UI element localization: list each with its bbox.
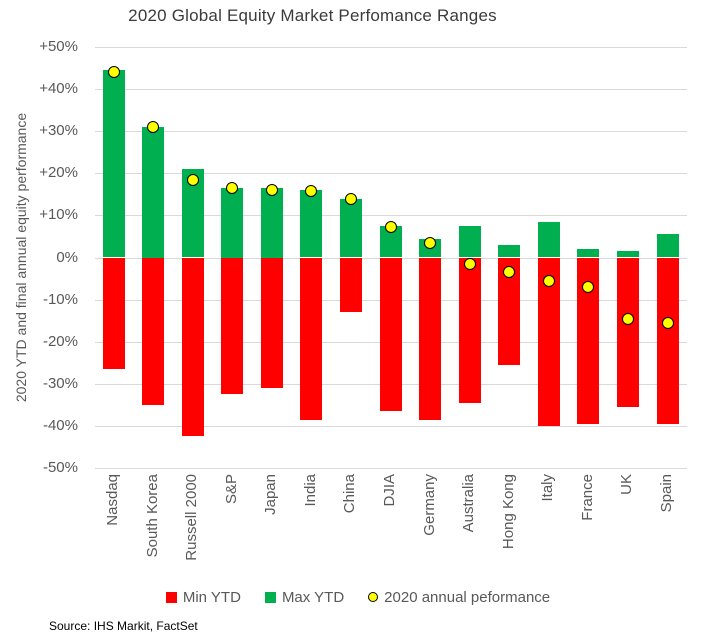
- annual-performance-dot: [186, 173, 199, 186]
- bar-max-ytd: [379, 225, 402, 258]
- bar-max-ytd: [221, 188, 244, 258]
- bar-max-ytd: [142, 127, 165, 258]
- gridline: [95, 468, 687, 469]
- x-category-label: Nasdaq: [104, 474, 121, 526]
- gridline: [95, 131, 687, 133]
- annual-performance-dot: [226, 182, 239, 194]
- x-category-label: Germany: [420, 474, 438, 536]
- gridline: [95, 89, 687, 91]
- bar-max-ytd: [260, 188, 283, 258]
- bar-max-ytd: [181, 169, 204, 258]
- legend-label-min-ytd: Min YTD: [182, 588, 241, 606]
- y-tick-label: 0%: [56, 248, 78, 266]
- annual-performance-dot: [542, 274, 555, 287]
- bar-min-ytd: [616, 257, 639, 407]
- bar-min-ytd: [458, 257, 481, 403]
- bar-max-ytd: [300, 190, 323, 258]
- legend-item-annual: 2020 annual peformance: [368, 589, 550, 606]
- gridline: [95, 173, 687, 175]
- y-tick-label: -10%: [42, 290, 78, 308]
- annual-performance-dot: [582, 281, 595, 293]
- y-tick-label: +30%: [39, 122, 78, 140]
- bar-min-ytd: [142, 257, 165, 405]
- legend-label-max-ytd: Max YTD: [281, 588, 345, 606]
- x-category-label: South Korea: [143, 474, 161, 558]
- x-category-label: Russell 2000: [183, 474, 201, 561]
- x-category-label: Australia: [460, 474, 478, 533]
- bar-max-ytd: [458, 225, 481, 258]
- annual-performance-dot: [503, 266, 516, 279]
- y-tick-label: -40%: [42, 416, 78, 434]
- bar-max-ytd: [616, 251, 639, 258]
- legend: Min YTD Max YTD 2020 annual peformance: [30, 585, 686, 609]
- bar-min-ytd: [102, 257, 125, 370]
- bar-min-ytd: [656, 257, 679, 424]
- bar-min-ytd: [300, 257, 323, 420]
- legend-label-annual: 2020 annual peformance: [384, 588, 551, 606]
- bar-min-ytd: [379, 257, 402, 412]
- x-category-label: S&P: [222, 474, 240, 505]
- y-tick-label: -20%: [42, 332, 78, 350]
- x-category-label: China: [341, 474, 359, 514]
- bar-max-ytd: [339, 198, 362, 258]
- bar-max-ytd: [102, 70, 125, 258]
- x-category-label: Spain: [658, 474, 675, 513]
- y-tick-label: -30%: [42, 374, 78, 392]
- bar-max-ytd: [498, 244, 521, 258]
- bar-min-ytd: [221, 257, 244, 395]
- y-tick-label: +50%: [39, 38, 78, 55]
- annual-performance-dot: [424, 236, 437, 249]
- bar-min-ytd: [577, 257, 600, 424]
- y-tick-label: +40%: [39, 80, 78, 98]
- x-category-label: Japan: [262, 474, 280, 515]
- x-category-label: France: [578, 474, 596, 521]
- max-ytd-swatch-icon: [264, 591, 276, 603]
- x-category-label: India: [301, 474, 319, 507]
- annual-performance-dot: [107, 66, 120, 79]
- bar-max-ytd: [656, 234, 679, 258]
- min-ytd-swatch-icon: [165, 591, 177, 603]
- bar-min-ytd: [260, 257, 283, 388]
- bar-min-ytd: [181, 257, 204, 437]
- bar-min-ytd: [498, 257, 521, 365]
- bar-min-ytd: [419, 257, 442, 420]
- annual-performance-dot: [147, 121, 160, 133]
- gridline: [95, 425, 687, 427]
- x-category-label: UK: [618, 474, 636, 495]
- annual-performance-dot: [661, 316, 674, 329]
- annual-performance-dot: [384, 221, 397, 234]
- y-tick-label: -50%: [42, 459, 78, 476]
- bar-max-ytd: [577, 249, 600, 258]
- annual-dot-swatch-icon: [368, 592, 379, 602]
- x-category-label: Hong Kong: [499, 474, 517, 550]
- gridline: [95, 215, 687, 217]
- source-note: Source: IHS Markit, FactSet: [49, 619, 198, 633]
- annual-performance-dot: [463, 257, 476, 270]
- annual-performance-dot: [305, 185, 318, 197]
- x-category-label: Italy: [539, 474, 557, 502]
- y-tick-label: +20%: [39, 164, 78, 182]
- x-category-label: DJIA: [381, 474, 398, 507]
- bar-min-ytd: [537, 257, 560, 426]
- annual-performance-dot: [344, 192, 357, 205]
- annual-performance-dot: [265, 184, 278, 197]
- annual-performance-dot: [621, 312, 634, 325]
- legend-item-min-ytd: Min YTD: [165, 588, 241, 606]
- chart-title: 2020 Global Equity Market Perfomance Ran…: [128, 6, 497, 25]
- bar-min-ytd: [339, 257, 362, 313]
- y-tick-label: +10%: [39, 206, 78, 224]
- legend-item-max-ytd: Max YTD: [264, 588, 345, 606]
- gridline: [95, 47, 687, 48]
- bar-max-ytd: [537, 221, 560, 258]
